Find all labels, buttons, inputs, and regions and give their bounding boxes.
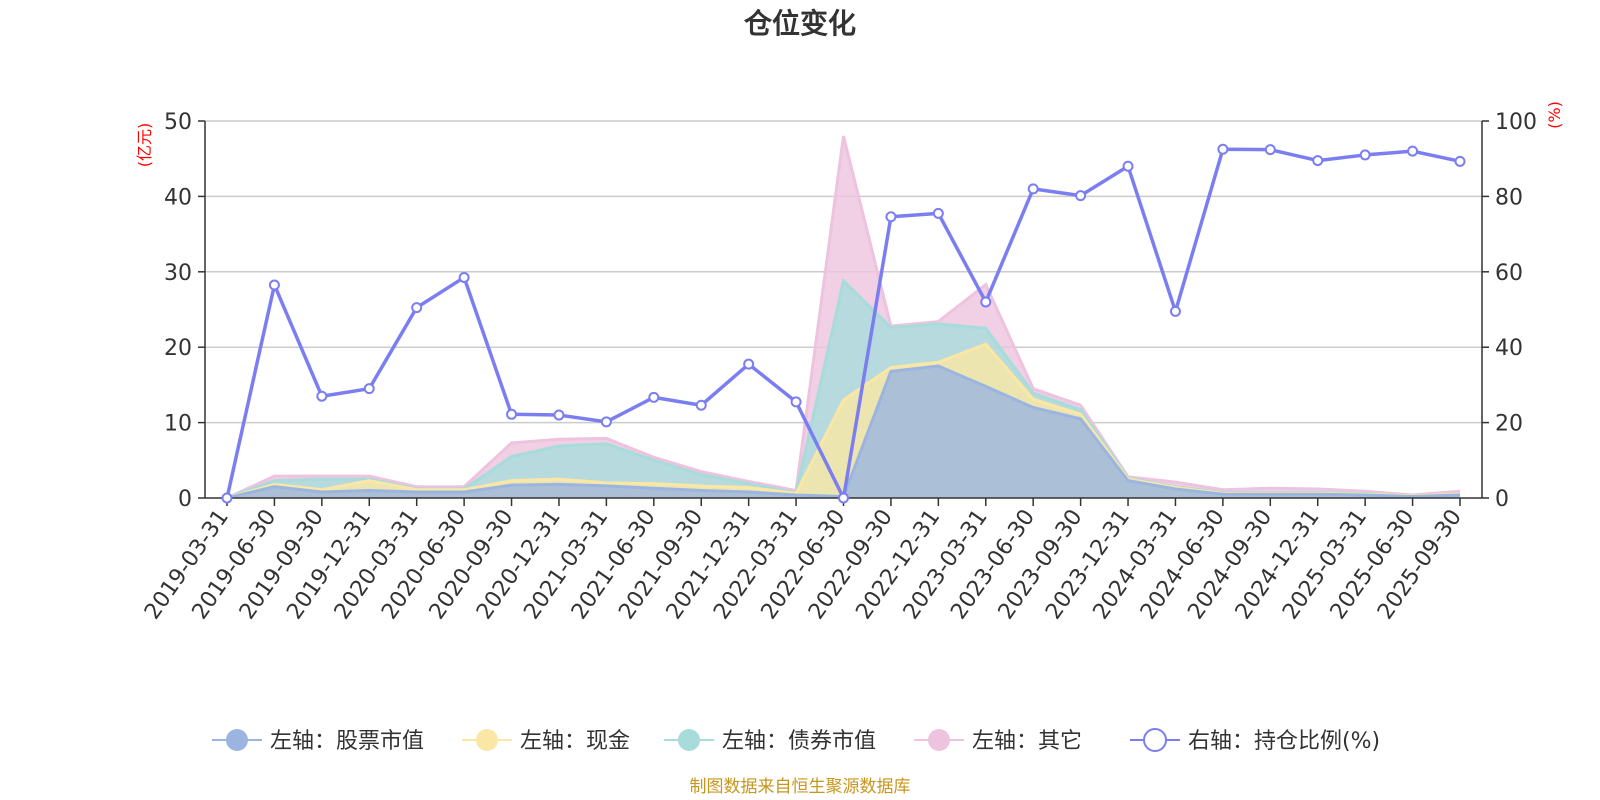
ratio-point xyxy=(316,390,328,402)
ratio-point xyxy=(1217,143,1229,155)
legend-label: 左轴：股票市值 xyxy=(270,729,424,754)
right-tick-label: 100 xyxy=(1495,110,1537,135)
left-axis-unit: (亿元) xyxy=(135,123,154,168)
ratio-point xyxy=(411,302,423,314)
legend-marker-icon xyxy=(226,729,248,751)
legend-item: 左轴：现金 xyxy=(462,729,630,754)
legend-item: 左轴：债券市值 xyxy=(664,729,876,754)
legend-marker-icon xyxy=(476,729,498,751)
right-tick-label: 20 xyxy=(1495,412,1523,437)
right-tick-label: 0 xyxy=(1495,487,1509,512)
right-axis-unit: (%) xyxy=(1545,101,1564,129)
legend-label: 右轴：持仓比例(%) xyxy=(1188,729,1380,754)
ratio-point xyxy=(221,492,233,504)
left-tick-label: 0 xyxy=(178,487,192,512)
legend-label: 左轴：债券市值 xyxy=(722,729,876,754)
legend-marker-icon xyxy=(678,729,700,751)
legend-item: 右轴：持仓比例(%) xyxy=(1130,728,1380,754)
ratio-point xyxy=(980,296,992,308)
left-tick-label: 50 xyxy=(164,110,192,135)
ratio-point xyxy=(363,383,375,395)
source-note: 制图数据来自恒生聚源数据库 xyxy=(690,777,911,797)
ratio-point xyxy=(458,271,470,283)
left-tick-label: 10 xyxy=(164,412,192,437)
legend-item: 左轴：股票市值 xyxy=(212,729,424,754)
ratio-point xyxy=(838,492,849,504)
ratio-point xyxy=(695,399,707,411)
right-tick-label: 40 xyxy=(1495,336,1523,361)
ratio-point xyxy=(1407,145,1419,157)
area-series-edge xyxy=(226,135,1461,500)
holding-ratio-line xyxy=(221,143,1466,504)
ratio-point xyxy=(553,409,565,421)
area-series xyxy=(227,280,1460,498)
ratio-point xyxy=(1312,155,1324,167)
ratio-point xyxy=(885,211,897,223)
ratio-point xyxy=(743,358,755,370)
ratio-point xyxy=(932,207,944,219)
ratio-point xyxy=(600,416,612,428)
right-tick-label: 60 xyxy=(1495,261,1523,286)
legend-marker-icon xyxy=(1143,728,1167,752)
legend-label: 左轴：现金 xyxy=(520,729,630,754)
ratio-point xyxy=(648,391,660,403)
legend-item: 左轴：其它 xyxy=(914,729,1082,754)
chart-title: 仓位变化 xyxy=(744,7,856,40)
ratio-point xyxy=(1027,183,1039,195)
stacked-areas xyxy=(226,135,1461,500)
legend-marker-icon xyxy=(928,729,950,751)
ratio-point xyxy=(268,279,280,291)
ratio-point xyxy=(1169,305,1181,317)
left-tick-label: 20 xyxy=(164,336,192,361)
ratio-point xyxy=(790,396,802,408)
ratio-point xyxy=(1075,190,1087,202)
legend: 左轴：股票市值 左轴：现金 左轴：债券市值 左轴：其它 右轴：持仓比例(%) xyxy=(212,728,1380,754)
ratio-point xyxy=(1454,155,1466,167)
ratio-point xyxy=(1264,144,1276,156)
left-tick-label: 40 xyxy=(164,185,192,210)
ratio-point xyxy=(1122,160,1134,172)
left-tick-label: 30 xyxy=(164,261,192,286)
right-tick-label: 80 xyxy=(1495,185,1523,210)
ratio-point xyxy=(506,408,518,420)
legend-label: 左轴：其它 xyxy=(972,729,1082,754)
area-series xyxy=(227,344,1460,498)
ratio-point xyxy=(1359,149,1371,161)
